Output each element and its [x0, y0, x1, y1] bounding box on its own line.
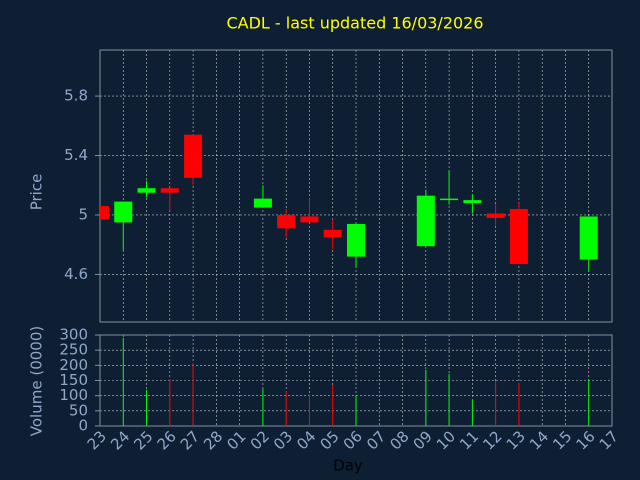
candle-body: [440, 198, 459, 201]
candle-body: [486, 213, 505, 218]
y2-tick-label: 200: [59, 356, 88, 374]
y2-tick-label: 150: [59, 371, 88, 389]
chart-title: CADL - last updated 16/03/2026: [226, 14, 483, 33]
x-axis-label: Day: [333, 457, 363, 475]
y2-tick-label: 100: [59, 386, 88, 404]
y2-tick-label: 50: [69, 401, 88, 419]
candle-body: [137, 188, 156, 193]
candle-body: [416, 195, 435, 247]
y-tick-label: 5.8: [64, 87, 88, 105]
candle-body: [347, 223, 365, 257]
candle-body: [463, 200, 482, 204]
candle-body: [184, 134, 203, 178]
y-tick-label: 5: [78, 205, 88, 223]
y-axis-label: Price: [28, 174, 46, 211]
candle-body: [579, 216, 598, 260]
candle-body: [300, 216, 319, 223]
candle-body: [114, 201, 133, 223]
candle-body: [277, 214, 296, 229]
candle-body: [100, 206, 109, 220]
y-tick-label: 4.6: [64, 265, 88, 283]
candle-body: [160, 188, 179, 193]
candle-body: [509, 209, 528, 265]
candle-body: [323, 229, 342, 238]
y2-tick-label: 250: [59, 341, 88, 359]
y2-tick-label: 300: [59, 326, 88, 344]
candle-body: [253, 198, 272, 208]
y2-axis-label: Volume (0000): [28, 326, 46, 436]
price-panel-frame: [99, 49, 613, 323]
y-tick-label: 5.4: [64, 146, 88, 164]
y2-tick-label: 0: [78, 417, 88, 435]
